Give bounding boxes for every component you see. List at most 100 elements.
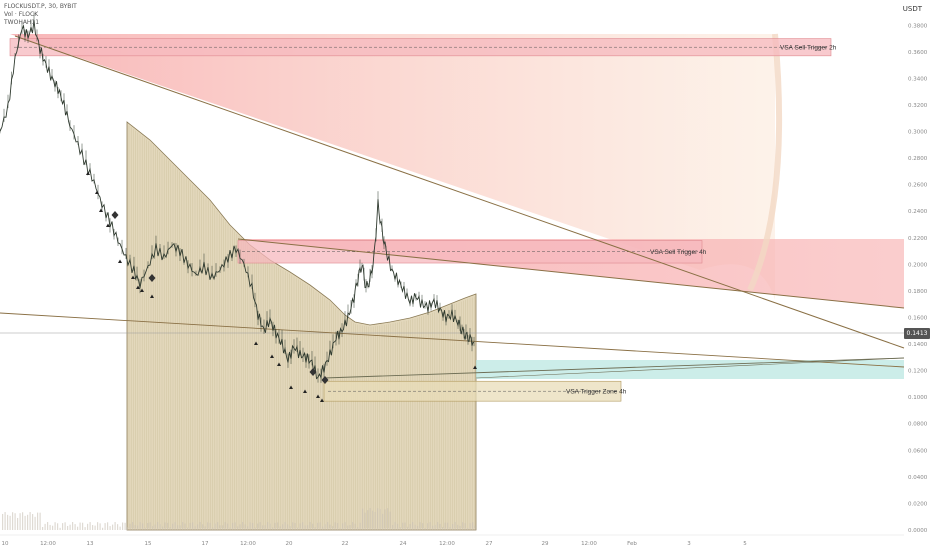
volume-bar — [374, 512, 376, 530]
trendline-lower[interactable] — [323, 357, 905, 379]
y-tick-label: 0.0200 — [908, 501, 928, 507]
vsa-zone-rect[interactable] — [323, 380, 622, 402]
volume-bar — [149, 522, 151, 530]
signal-triangle — [254, 341, 258, 345]
volume-bar — [37, 512, 39, 530]
vsa-zone-label: VSA Sell Trigger 4h — [650, 249, 707, 256]
volume-bar — [197, 524, 199, 530]
volume-bar — [332, 526, 334, 530]
volume-bar — [157, 522, 159, 530]
volume-bar — [284, 522, 286, 530]
volume-bar — [184, 523, 186, 530]
volume-bar — [442, 526, 444, 530]
x-tick-label: 20 — [286, 541, 293, 547]
volume-indicator-label[interactable]: Vol · FLOCK — [4, 11, 39, 18]
signal-triangle — [131, 275, 135, 279]
volume-bar — [304, 525, 306, 530]
volume-bar — [212, 527, 214, 530]
volume-bar — [372, 510, 374, 530]
trendline-mid[interactable] — [0, 312, 905, 368]
y-tick-label: 0.3600 — [908, 50, 928, 56]
volume-bar — [189, 522, 191, 530]
signal-triangle — [150, 294, 154, 298]
volume-bar — [439, 523, 441, 530]
volume-bar — [214, 523, 216, 530]
price-line — [0, 20, 475, 380]
support-zone-teal — [476, 360, 904, 379]
volume-bar — [449, 526, 451, 530]
volume-bar — [29, 512, 31, 530]
y-tick-label: 0.2600 — [908, 183, 928, 189]
volume-bar — [124, 522, 126, 530]
volume-bar — [249, 522, 251, 530]
volume-bar — [194, 526, 196, 530]
volume-bar — [14, 513, 16, 530]
volume-bar — [349, 525, 351, 530]
indicator-label[interactable]: TWOHAH11 — [4, 19, 40, 26]
volume-bar — [344, 522, 346, 530]
x-tick-label: 15 — [145, 541, 152, 547]
x-tick-label: 12:00 — [439, 541, 455, 547]
volume-bar — [112, 524, 114, 530]
trendline-channel-top[interactable] — [237, 238, 905, 309]
x-tick-label: 22 — [342, 541, 349, 547]
volume-bar — [199, 522, 201, 530]
trendline-major[interactable] — [14, 35, 905, 349]
volume-bar — [74, 524, 76, 530]
volume-bar — [204, 526, 206, 530]
volume-bar — [209, 522, 211, 530]
volume-bar — [359, 522, 361, 530]
signal-triangle — [118, 259, 122, 263]
volume-bar — [342, 523, 344, 530]
volume-bar — [434, 524, 436, 530]
volume-bar — [19, 513, 21, 530]
signal-diamond — [111, 211, 119, 219]
signal-triangle — [289, 385, 293, 389]
volume-bar — [384, 509, 386, 530]
volume-bar — [4, 512, 6, 530]
volume-bar — [377, 508, 379, 530]
trendline-right-fan[interactable] — [475, 357, 905, 379]
volume-bar — [422, 523, 424, 530]
volume-bar — [94, 525, 96, 530]
volume-bar — [462, 522, 464, 530]
y-tick-label: 0.1800 — [908, 289, 928, 295]
volume-bar — [339, 527, 341, 530]
x-tick-label: 3 — [687, 541, 691, 547]
volume-bar — [69, 524, 71, 530]
volume-bar — [117, 524, 119, 530]
y-tick-label: 0.2000 — [908, 262, 928, 268]
volume-bar — [272, 527, 274, 530]
currency-label[interactable]: USDT — [902, 5, 922, 13]
x-axis: 10 12:00 13 15 17 12:00 20 22 24 12:00 27 29 12:00 Fe… — [2, 541, 748, 547]
volume-bar — [137, 525, 139, 530]
volume-bar — [207, 522, 209, 530]
volume-bar — [402, 522, 404, 530]
volume-bar — [182, 522, 184, 530]
volume-bar — [77, 526, 79, 530]
volume-bar — [397, 523, 399, 530]
volume-bar — [154, 524, 156, 530]
volume-bar — [334, 522, 336, 530]
volume-bar — [429, 522, 431, 530]
volume-bar — [12, 512, 14, 530]
symbol-label[interactable]: FLOCKUSDT.P, 30, BYBIT — [4, 3, 77, 10]
y-tick-label: 0.3800 — [908, 23, 928, 29]
upper-fan-fill — [10, 34, 775, 300]
volume-bar — [394, 522, 396, 530]
volume-bar — [379, 509, 381, 530]
volume-bar — [319, 522, 321, 530]
vsa-zones: VSA Sell Trigger 2h VSA Sell Trigger 4h VS… — [9, 38, 837, 402]
volume-bar — [287, 524, 289, 530]
volume-bar — [309, 522, 311, 530]
volume-bar — [467, 527, 469, 530]
volume-bar — [242, 522, 244, 530]
volume-bar — [62, 523, 64, 530]
volume-bar — [232, 522, 234, 530]
volume-bar — [337, 523, 339, 530]
volume-bar — [34, 516, 36, 530]
volume-bar — [419, 522, 421, 530]
volume-bar — [164, 522, 166, 530]
volume-bar — [89, 522, 91, 530]
